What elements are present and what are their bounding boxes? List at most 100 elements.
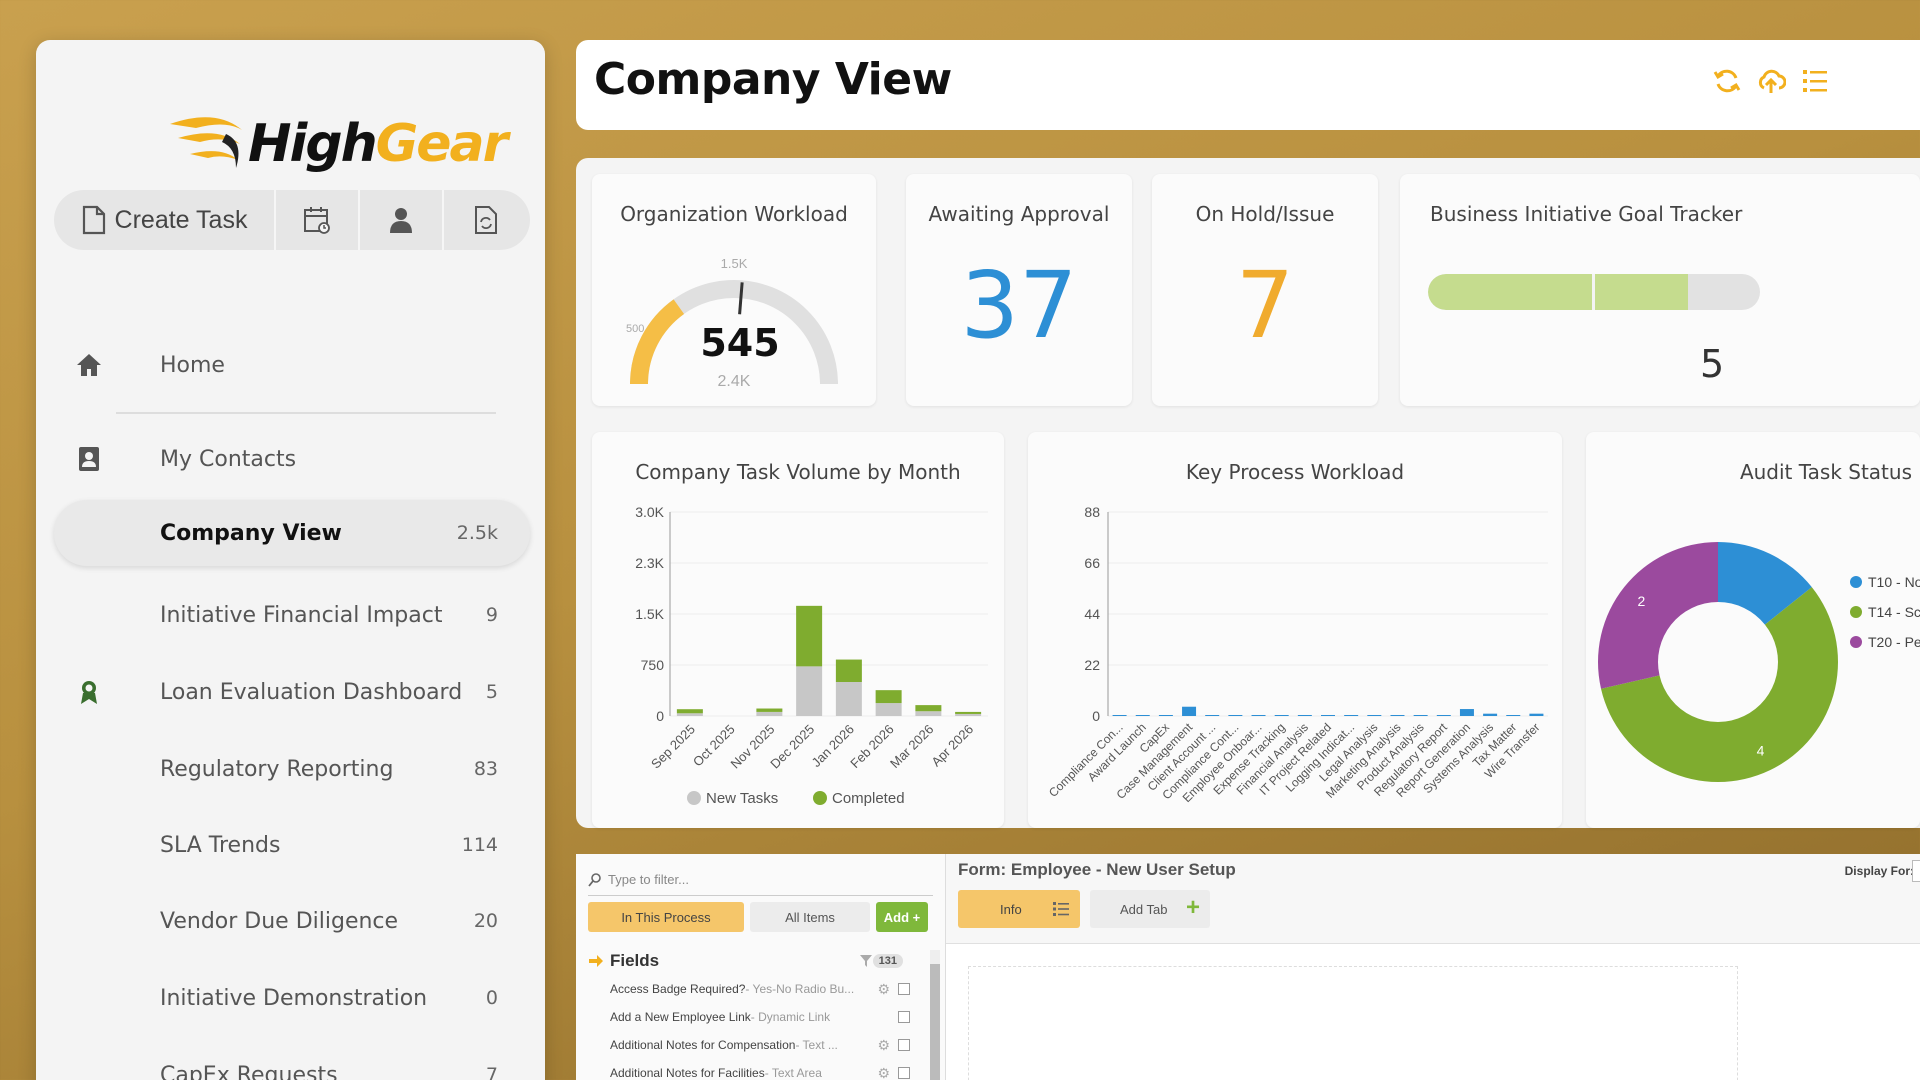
legend-swatch [1850, 606, 1862, 618]
process-bar [1483, 713, 1498, 716]
refresh-icon [1713, 69, 1741, 93]
fields-header[interactable]: Fields 131 [588, 948, 933, 974]
legend-swatch [1850, 576, 1862, 588]
process-bar [1344, 715, 1359, 716]
sync-document-button[interactable] [444, 190, 528, 250]
sidebar-item-label: Company View [160, 520, 342, 546]
tab-info[interactable]: Info [958, 890, 1080, 928]
field-name: Additional Notes for Compensation [610, 1038, 796, 1052]
on-hold-widget[interactable]: On Hold/Issue 7 [1152, 174, 1378, 406]
fields-scrollbar[interactable] [930, 950, 940, 1080]
tab-in-this-process[interactable]: In This Process [588, 902, 744, 932]
bar-new-tasks [875, 703, 902, 716]
audit-status-chart[interactable]: Audit Task Status 4 2 T10 - No T14 - Sc T20 … [1586, 432, 1920, 828]
field-checkbox[interactable] [898, 1011, 910, 1023]
process-bar [1112, 715, 1127, 716]
list-icon[interactable] [1052, 901, 1070, 917]
task-volume-chart[interactable]: Company Task Volume by Month 0 750 1.5K 2.3… [592, 432, 1004, 828]
key-process-chart[interactable]: Key Process Workload 0 22 44 66 88 Compliance… [1028, 432, 1562, 828]
bar-completed [875, 690, 902, 704]
process-bar [1459, 709, 1474, 716]
legend-label: Completed [832, 790, 905, 807]
tab-all-items[interactable]: All Items [750, 902, 870, 932]
process-bar [1274, 715, 1289, 716]
refresh-button[interactable] [1712, 66, 1742, 96]
sidebar-item-label: Initiative Demonstration [160, 985, 428, 1011]
field-item[interactable]: Access Badge Required? - Yes-No Radio Bu… [610, 976, 910, 1002]
legend-swatch [1850, 636, 1862, 648]
fields-count: 131 [872, 954, 903, 968]
search-icon [588, 872, 601, 887]
display-for-select[interactable] [1912, 860, 1920, 882]
add-field-button[interactable]: Add + [876, 902, 928, 932]
fields-label: Fields [610, 951, 660, 970]
x-tick-label: Sep 2025 [648, 722, 698, 772]
add-tab-button[interactable]: Add Tab + [1090, 890, 1210, 928]
bar-completed [955, 711, 982, 714]
widget-title: Awaiting Approval [928, 202, 1110, 226]
field-checkbox[interactable] [898, 983, 910, 995]
legend-label: New Tasks [706, 790, 778, 807]
filter-input[interactable]: Type to filter... [588, 864, 933, 896]
field-checkbox[interactable] [898, 1067, 910, 1079]
field-item[interactable]: Additional Notes for Compensation - Text… [610, 1032, 910, 1058]
header-actions [1712, 66, 1830, 96]
org-workload-widget[interactable]: Organization Workload 500 1.5K 545 2.4K [592, 174, 876, 406]
sidebar-item-capex-requests[interactable]: CapEx Requests 7 [54, 1040, 530, 1080]
user-button[interactable] [360, 190, 444, 250]
bar-completed [796, 605, 823, 667]
gear-icon[interactable]: ⚙ [877, 980, 890, 997]
field-item[interactable]: Additional Notes for Facilities - Text A… [610, 1060, 910, 1080]
sidebar-item-count: 7 [485, 1064, 498, 1080]
bar-completed [915, 705, 942, 712]
field-item[interactable]: Add a New Employee Link - Dynamic Link [610, 1004, 910, 1030]
highgear-logo[interactable]: HighGear [166, 108, 508, 188]
dashboard: Organization Workload 500 1.5K 545 2.4K … [576, 158, 1920, 828]
sidebar-item-sla-trends[interactable]: SLA Trends 114 [54, 810, 530, 880]
scrollbar-thumb[interactable] [930, 964, 940, 1080]
y-tick-label: 750 [641, 657, 665, 673]
goal-progress-fill [1428, 274, 1688, 310]
calendar-button[interactable] [276, 190, 360, 250]
page-header: Company View [576, 40, 1920, 130]
form-canvas[interactable] [968, 966, 1738, 1080]
process-bar [1251, 715, 1266, 716]
sidebar-item-home[interactable]: Home [54, 330, 530, 400]
sidebar-item-vendor-due-diligence[interactable]: Vendor Due Diligence 20 [54, 886, 530, 956]
logo-high-text: High [248, 114, 378, 174]
create-task-button[interactable]: Create Task [54, 190, 276, 250]
y-tick-label: 1.5K [635, 606, 664, 622]
gauge-min-label: 500 [626, 323, 644, 335]
filter-funnel-icon[interactable] [859, 954, 873, 968]
logo-swoosh-icon [170, 117, 242, 168]
sidebar-item-count: 83 [473, 758, 498, 780]
sidebar-item-regulatory-reporting[interactable]: Regulatory Reporting 83 [54, 734, 530, 804]
sidebar-item-initiative-financial-impact[interactable]: Initiative Financial Impact 9 [54, 580, 530, 650]
tab-info-label: Info [1000, 901, 1022, 917]
sidebar-item-label: Initiative Financial Impact [160, 602, 443, 628]
field-name: Add a New Employee Link [610, 1010, 751, 1024]
award-icon [81, 681, 97, 704]
list-view-button[interactable] [1800, 66, 1830, 96]
workload-gauge: 500 1.5K 545 2.4K [626, 256, 838, 390]
upload-button[interactable] [1756, 66, 1787, 96]
process-bar [1436, 715, 1451, 716]
gear-icon[interactable]: ⚙ [877, 1064, 890, 1080]
form-builder-panel: Type to filter... In This Process All It… [576, 854, 1920, 1080]
y-tick-label: 2.3K [635, 555, 664, 571]
sidebar-item-label: SLA Trends [160, 832, 281, 858]
sidebar-item-loan-evaluation-dashboard[interactable]: Loan Evaluation Dashboard 5 [54, 657, 530, 727]
awaiting-approval-widget[interactable]: Awaiting Approval 37 [906, 174, 1132, 406]
process-bar [1205, 715, 1220, 716]
sidebar-item-count: 114 [461, 834, 498, 856]
sidebar-item-initiative-demonstration[interactable]: Initiative Demonstration 0 [54, 963, 530, 1033]
contacts-icon [79, 447, 99, 471]
sidebar-item-my-contacts[interactable]: My Contacts [54, 424, 530, 494]
goal-tracker-widget[interactable]: Business Initiative Goal Tracker 5 [1400, 174, 1920, 406]
gear-icon[interactable]: ⚙ [877, 1036, 890, 1053]
bar-new-tasks [915, 711, 942, 716]
field-tabs: In This Process All Items Add + [588, 902, 928, 932]
slice-label: 2 [1637, 593, 1645, 609]
field-checkbox[interactable] [898, 1039, 910, 1051]
sidebar-item-company-view[interactable]: Company View 2.5k [54, 500, 530, 566]
